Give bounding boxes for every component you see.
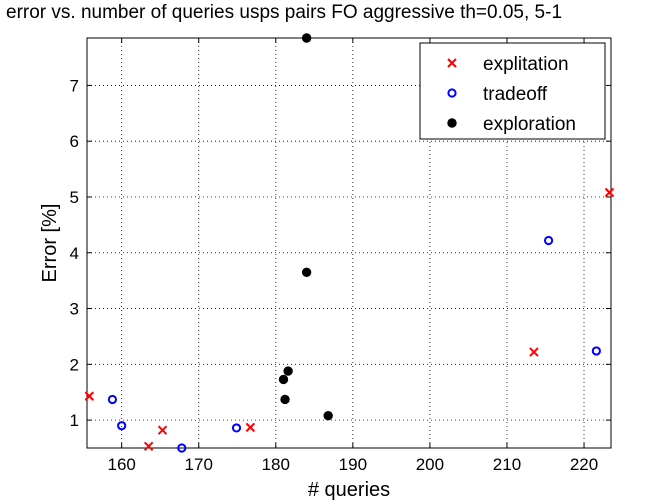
x-tick-label: 160	[107, 455, 135, 474]
x-tick-label: 210	[493, 455, 521, 474]
marker-stroke	[447, 58, 457, 68]
x-tick-label: 220	[570, 455, 598, 474]
tradeoff-point	[591, 346, 601, 356]
explitation-point	[84, 391, 95, 401]
x-tick-label: 190	[339, 455, 367, 474]
x-tick-label: 200	[416, 455, 444, 474]
legend-item: tradeoff	[447, 84, 548, 105]
tradeoff-point	[231, 423, 242, 433]
legend-label: exploration	[483, 114, 576, 135]
y-tick-label: 5	[70, 188, 79, 207]
explitation-point	[245, 422, 256, 433]
exploration-point	[301, 267, 312, 277]
tradeoff-point	[117, 421, 127, 431]
explitation-point	[157, 425, 168, 435]
legend-exploration-marker	[447, 118, 457, 128]
marker-stroke	[157, 425, 168, 435]
explitation-point	[143, 441, 154, 452]
x-tick-label: 180	[262, 455, 290, 474]
tradeoff-point	[177, 443, 187, 453]
y-axis-label: Error [%]	[39, 204, 61, 283]
exploration-point	[283, 366, 293, 376]
legend: explitation tradeoff exploration	[419, 42, 606, 140]
tradeoff-point	[543, 235, 554, 246]
exploration-point	[278, 374, 289, 385]
legend-explitation-marker	[447, 58, 457, 68]
exploration-point	[280, 394, 290, 405]
legend-label: explitation	[483, 54, 569, 75]
marker-stroke	[245, 422, 256, 433]
marker-stroke	[143, 441, 154, 452]
exploration-point	[323, 410, 333, 421]
axis-ticks: 160 170 180 190 200 210 220 1 2 3 4 5 6 7	[70, 38, 611, 474]
explitation-point	[604, 187, 615, 198]
plot-area	[86, 37, 612, 449]
data-points	[84, 33, 615, 453]
y-tick-label: 6	[70, 132, 79, 151]
marker-stroke	[84, 391, 95, 401]
chart-title: error vs. number of queries usps pairs F…	[6, 2, 563, 23]
y-tick-label: 4	[70, 244, 79, 263]
tradeoff-point	[107, 394, 118, 405]
y-tick-label: 3	[70, 300, 79, 319]
legend-tradeoff-marker	[447, 88, 457, 98]
legend-item: exploration	[447, 114, 576, 135]
y-tick-label: 1	[70, 411, 79, 430]
x-tick-label: 170	[185, 455, 213, 474]
legend-label: tradeoff	[483, 84, 548, 105]
y-tick-label: 2	[70, 355, 79, 374]
x-axis-label: # queries	[308, 479, 390, 501]
marker-stroke	[604, 187, 615, 198]
explitation-point	[529, 347, 539, 357]
y-tick-label: 7	[70, 76, 79, 95]
marker-stroke	[529, 347, 539, 357]
exploration-point	[301, 33, 312, 43]
legend-item: explitation	[447, 54, 569, 75]
